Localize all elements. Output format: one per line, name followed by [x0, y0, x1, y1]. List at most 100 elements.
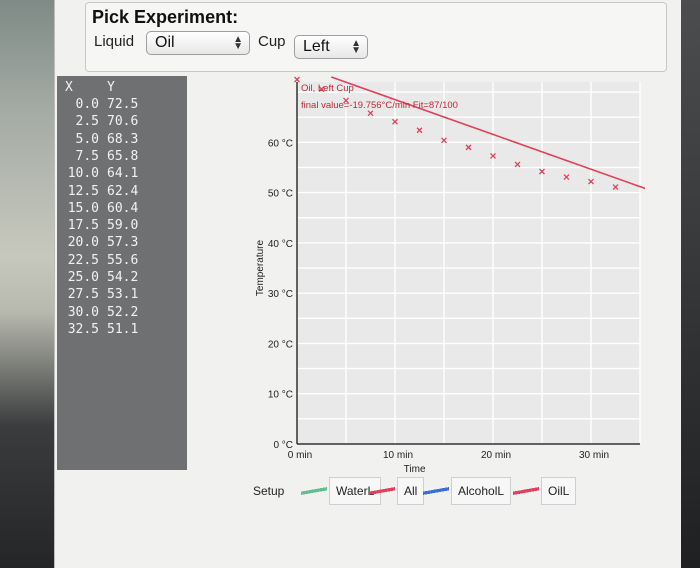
- setup-label: Setup: [253, 484, 285, 498]
- y-axis-label: Temperature: [255, 240, 266, 297]
- table-row: 32.5 51.1: [57, 322, 187, 339]
- data-point: [343, 97, 349, 104]
- table-row: 15.0 60.4: [57, 201, 187, 218]
- cell-y: 65.8: [107, 148, 139, 164]
- table-row: 0.0 72.5: [57, 97, 187, 114]
- data-point: [539, 168, 545, 175]
- legend-item-oill[interactable]: OilL: [513, 476, 577, 506]
- legend-swatch: [423, 485, 449, 497]
- cell-y: 62.4: [107, 183, 139, 199]
- chart-annotation-fit: final value=-19.756°C/min Fit=87/100: [301, 100, 458, 111]
- select-arrows-icon: ▲ ▼: [233, 34, 243, 52]
- x-tick-label: 30 min: [579, 450, 609, 461]
- experiment-picker: Pick Experiment: Liquid Oil ▲ ▼ Cup Left …: [85, 2, 667, 72]
- legend-label: OilL: [541, 477, 577, 505]
- cell-x: 32.5: [67, 321, 99, 337]
- data-point: [416, 127, 423, 134]
- cell-x: 27.5: [67, 287, 99, 303]
- cell-x: 0.0: [75, 97, 99, 112]
- cell-x: 25.0: [67, 270, 99, 285]
- temperature-chart: 0 °C 10 °C 20 °C 30 °C 40 °C 50 °C 60 °C 0 min 1…: [255, 76, 645, 474]
- data-point: [588, 178, 594, 185]
- setup-button[interactable]: Setup: [253, 476, 284, 506]
- table-row: 27.5 53.1: [57, 287, 187, 304]
- column-header-x: X: [65, 80, 73, 95]
- cell-x: 5.0: [75, 131, 99, 147]
- cup-select[interactable]: Left ▲ ▼: [294, 35, 368, 59]
- x-axis-label: Time: [404, 464, 426, 474]
- liquid-label: Liquid: [94, 33, 135, 50]
- plot-area: [297, 82, 640, 444]
- cell-y: 57.3: [107, 235, 139, 251]
- select-arrows-icon: ▲ ▼: [351, 38, 361, 56]
- data-point: [294, 76, 300, 83]
- y-tick-label: 40 °C: [268, 239, 293, 250]
- cell-x: 22.5: [67, 252, 99, 268]
- x-tick-label: 10 min: [383, 450, 413, 461]
- y-tick-label: 0 °C: [273, 440, 293, 451]
- data-point: [514, 161, 521, 168]
- legend-item-alcoholl[interactable]: AlcoholL: [423, 476, 512, 506]
- data-point: [465, 144, 472, 151]
- y-tick-label: 10 °C: [268, 390, 293, 401]
- cell-y: 54.2: [107, 270, 139, 285]
- data-point: [490, 152, 496, 159]
- cell-y: 51.1: [107, 321, 139, 337]
- cell-y: 55.6: [107, 252, 139, 268]
- x-tick-label: 0 min: [288, 450, 312, 461]
- cell-y: 53.1: [107, 287, 139, 303]
- legend-swatch: [513, 485, 539, 497]
- cell-y: 70.6: [107, 114, 139, 130]
- legend-swatch: [369, 485, 395, 497]
- app-screen: Pick Experiment: Liquid Oil ▲ ▼ Cup Left …: [54, 0, 681, 568]
- cell-y: 60.4: [107, 200, 139, 216]
- x-tick-label: 20 min: [481, 450, 511, 461]
- background-right: [678, 0, 700, 568]
- column-header-y: Y: [107, 80, 115, 95]
- cell-x: 12.5: [67, 183, 99, 199]
- background-left: [0, 0, 60, 568]
- y-tick-label: 30 °C: [268, 289, 293, 300]
- y-tick-label: 50 °C: [268, 189, 293, 200]
- legend-item-all[interactable]: All: [369, 476, 425, 506]
- data-table: X Y 0.0 72.5 2.5 70.6 5.0 68.3 7.5 65.8 10.0 64.1…: [57, 76, 187, 470]
- page-title: Pick Experiment:: [92, 7, 239, 27]
- cell-y: 59.0: [107, 218, 139, 234]
- cup-select-value: Left: [303, 38, 330, 55]
- data-point: [392, 118, 398, 125]
- cell-x: 20.0: [67, 235, 99, 251]
- table-row: 12.5 62.4: [57, 184, 187, 201]
- fit-line: [331, 76, 645, 190]
- cell-y: 68.3: [107, 131, 139, 147]
- legend-swatch: [301, 485, 327, 497]
- data-point: [612, 184, 619, 191]
- table-row: 30.0 52.2: [57, 305, 187, 322]
- y-tick-label: 60 °C: [268, 138, 293, 149]
- y-tick-label: 20 °C: [268, 339, 293, 350]
- table-row: 22.5 55.6: [57, 253, 187, 270]
- table-row: 7.5 65.8: [57, 149, 187, 166]
- liquid-select-value: Oil: [155, 34, 175, 51]
- cell-y: 52.2: [107, 304, 139, 320]
- cup-label: Cup: [258, 33, 286, 50]
- cell-x: 30.0: [67, 304, 99, 320]
- table-row: 5.0 68.3: [57, 132, 187, 149]
- table-row: 10.0 64.1: [57, 166, 187, 183]
- table-row: 17.5 59.0: [57, 218, 187, 235]
- cell-x: 10.0: [67, 166, 99, 182]
- table-row: 2.5 70.6: [57, 114, 187, 131]
- liquid-select[interactable]: Oil ▲ ▼: [146, 31, 250, 55]
- data-point: [441, 137, 447, 144]
- cell-y: 64.1: [107, 166, 139, 182]
- cell-x: 15.0: [67, 200, 99, 216]
- table-row: 20.0 57.3: [57, 235, 187, 252]
- legend-label: All: [397, 477, 425, 505]
- data-point: [563, 174, 570, 180]
- cell-x: 2.5: [75, 114, 99, 130]
- table-row: 25.0 54.2: [57, 270, 187, 287]
- cell-x: 17.5: [67, 218, 99, 234]
- cell-y: 72.5: [107, 97, 139, 112]
- data-point: [367, 110, 374, 117]
- cell-x: 7.5: [75, 148, 99, 164]
- data-point: [318, 86, 325, 92]
